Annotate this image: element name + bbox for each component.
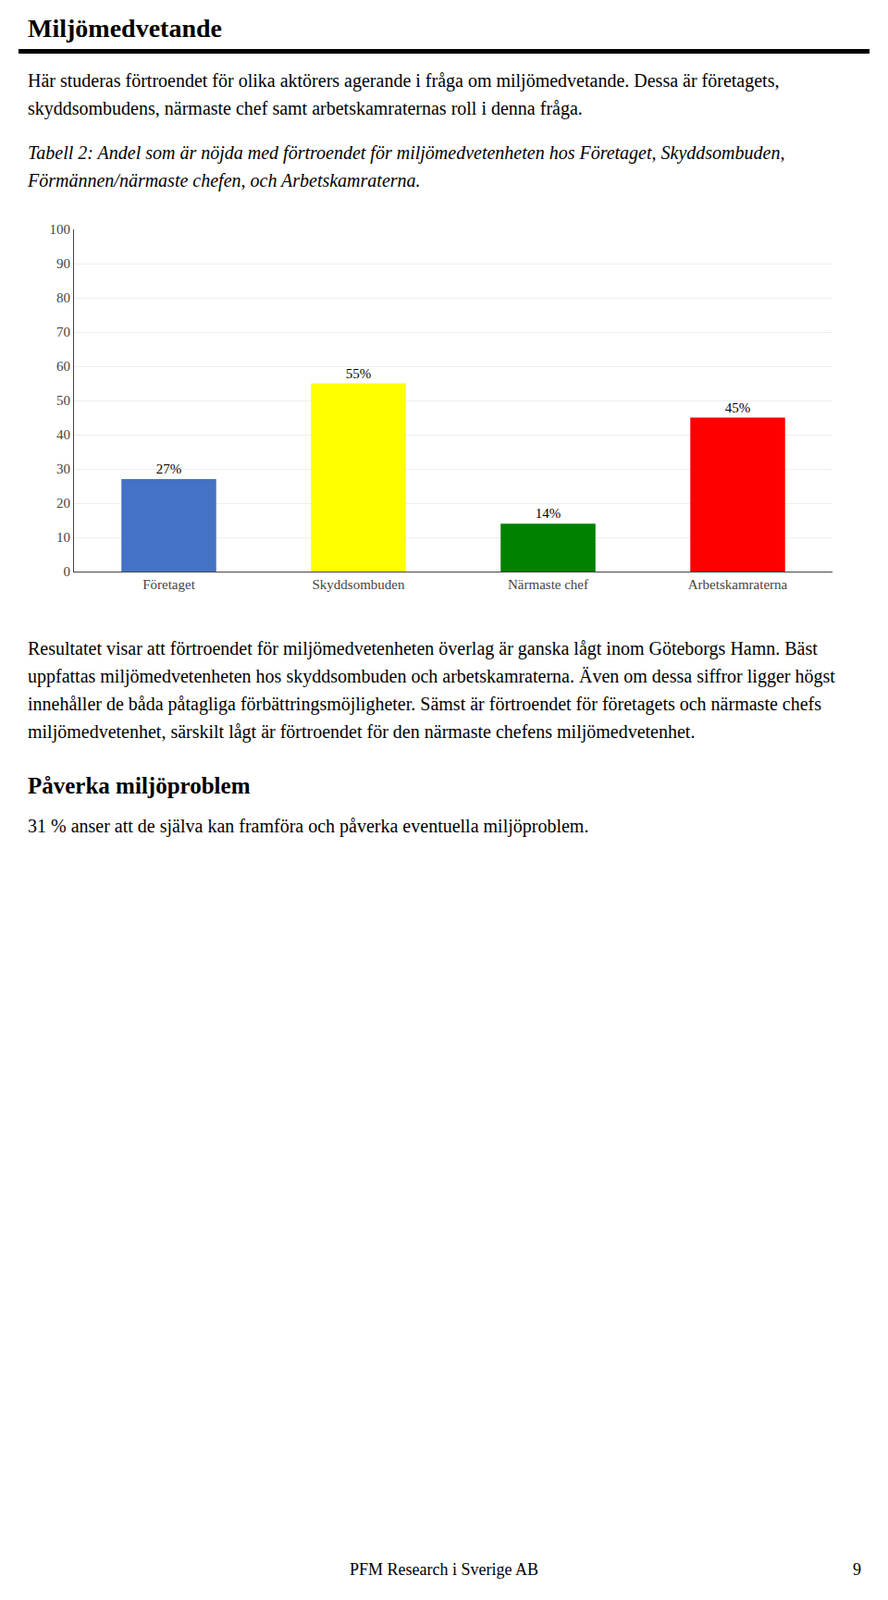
svg-text:45%: 45% (725, 400, 752, 416)
html-text:31 % anser att de själva kan f: 31 % anser att de själva kan framföra oc… (27, 815, 589, 837)
svg-text:55%: 55% (345, 366, 372, 382)
svg-text:40: 40 (56, 427, 71, 443)
svg-text:100: 100 (49, 222, 72, 237)
html-text:PFM Research i Sverige AB: PFM Research i Sverige AB (349, 1560, 539, 1579)
svg-text:Närmaste chef: Närmaste chef (507, 577, 589, 592)
svg-text:80: 80 (56, 290, 71, 306)
svg-text:Skyddsombuden: Skyddsombuden (311, 577, 406, 592)
svg-text:0: 0 (63, 564, 72, 580)
svg-text:30: 30 (56, 461, 71, 477)
svg-text:50: 50 (56, 393, 71, 408)
svg-text:90: 90 (56, 256, 71, 272)
svg-text:60: 60 (56, 358, 71, 374)
html-text:Här studeras förtroendet för o: Här studeras förtroendet för olika aktör… (27, 70, 780, 119)
svg-text:20: 20 (56, 495, 71, 511)
html-text:Miljömedvetande: Miljömedvetande (27, 13, 222, 43)
svg-text:Företaget: Företaget (142, 577, 196, 592)
svg-text:14%: 14% (535, 505, 562, 521)
html-text:Påverka miljöproblem: Påverka miljöproblem (27, 773, 251, 799)
svg-text:10: 10 (56, 530, 71, 545)
svg-text:70: 70 (56, 324, 71, 340)
html-text:Resultatet visar att förtroend: Resultatet visar att förtroendet för mil… (27, 638, 836, 742)
svg-text:Arbetskamraterna: Arbetskamraterna (688, 577, 789, 592)
html-text:Tabell 2: Andel som är nöjda m: Tabell 2: Andel som är nöjda med förtroe… (27, 142, 785, 191)
html-text:9: 9 (852, 1560, 862, 1579)
svg-text:27%: 27% (156, 461, 183, 477)
